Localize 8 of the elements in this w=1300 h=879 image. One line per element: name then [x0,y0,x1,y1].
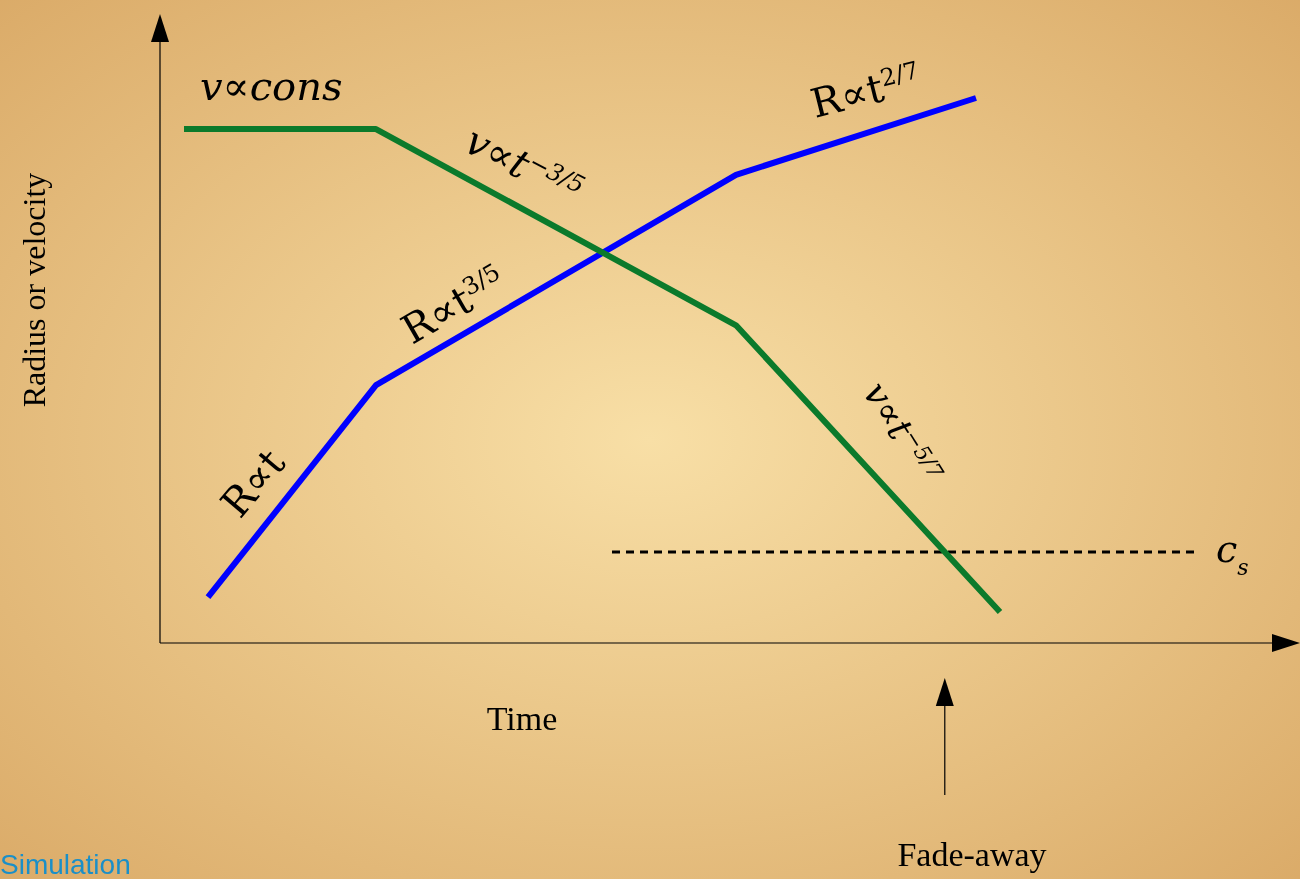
ref-line-label: c$_{s}$ [1216,526,1249,580]
text: Fade-away [897,836,1047,873]
annotation: R∝t$^{2/7}$ [806,56,922,127]
x-axis-title: Time [486,700,558,737]
y-axis-title: Radius or velocity [16,172,52,408]
annotation: R∝t [211,440,294,526]
text: Simulation [0,849,131,879]
annotation: v∝cons [200,63,343,109]
